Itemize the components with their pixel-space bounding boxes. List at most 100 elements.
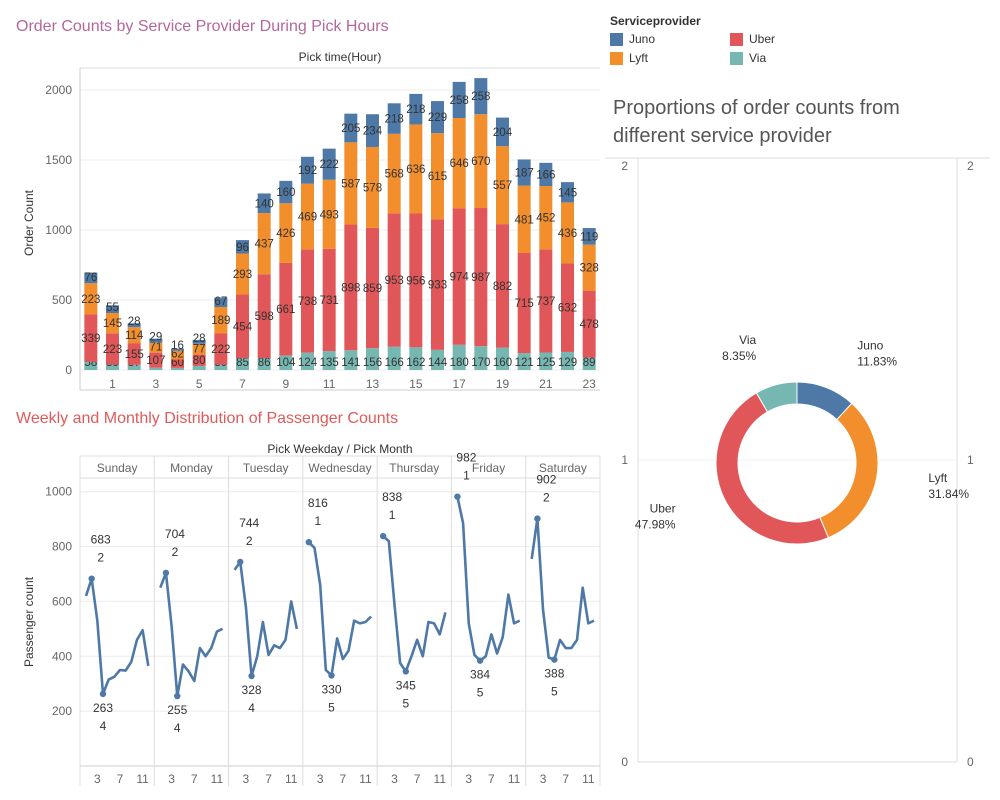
bar-segment-lyft (236, 253, 249, 295)
y-tick-label-left: 2 (621, 159, 628, 173)
y-axis-label: Order Count (22, 189, 36, 256)
x-tick-label: 11 (434, 772, 447, 786)
bar-data-label: 437 (255, 239, 274, 251)
panel-header-wednesday: Wednesday (308, 461, 371, 475)
bar-segment-via (496, 347, 509, 370)
bar-data-label: 731 (320, 295, 339, 307)
x-tick-label: 19 (496, 377, 510, 391)
bar-segment-lyft (561, 202, 574, 264)
legend-swatch-lyft (610, 51, 623, 65)
slice-label: Uber (650, 501, 676, 515)
bar-segment-uber (539, 249, 553, 353)
donut-slice-lyft (819, 402, 879, 539)
x-tick-label: 21 (539, 377, 553, 391)
bar-segment-uber (431, 219, 444, 350)
legend-label: Uber (749, 32, 776, 46)
bar-segment-via (127, 364, 141, 370)
bar-segment-juno (149, 338, 163, 343)
x-tick-label: 7 (117, 772, 124, 786)
bar-segment-via (387, 346, 401, 370)
legend-item-juno[interactable]: Juno (610, 32, 730, 46)
legend-item-uber[interactable]: Uber (730, 32, 850, 46)
x-tick-label: 3 (317, 772, 324, 786)
bar-segment-uber (192, 354, 206, 366)
y-tick-label: 600 (52, 594, 72, 608)
bar-data-label: 258 (450, 95, 469, 107)
bar-segment-lyft (431, 133, 444, 220)
series-line (159, 571, 224, 698)
series-line (84, 577, 150, 696)
y-tick-label: 1000 (45, 223, 72, 237)
x-tick-label: 7 (414, 772, 421, 786)
legend-swatch-juno (610, 32, 623, 46)
series-line (530, 517, 595, 661)
slice-percent: 11.83% (857, 355, 897, 369)
bar-data-label: 104 (276, 357, 296, 369)
annotation-month: 1 (315, 514, 322, 528)
annotation-point (99, 690, 107, 698)
bar-segment-via (452, 344, 466, 370)
bar-segment-lyft (582, 244, 596, 291)
bar-segment-lyft (149, 342, 163, 353)
legend-label: Juno (629, 32, 656, 46)
bar-segment-juno (301, 156, 314, 184)
bar-data-label: 162 (406, 357, 425, 369)
bar-segment-lyft (344, 142, 358, 225)
bar-segment-via (279, 355, 293, 370)
bar-data-label: 76 (84, 272, 97, 284)
bar-segment-juno (192, 339, 206, 344)
bar-data-label: 587 (341, 178, 360, 190)
bar-data-label: 578 (363, 182, 382, 194)
weekly-chart-title: Weekly and Monthly Distribution of Passe… (16, 410, 399, 427)
bar-data-label: 646 (450, 158, 469, 170)
bar-segment-uber (409, 213, 423, 348)
bar-segment-uber (84, 314, 98, 362)
bar-segment-lyft (106, 313, 119, 334)
bar-data-label: 557 (493, 180, 512, 192)
legend-item-lyft[interactable]: Lyft (610, 51, 730, 65)
y-tick-label-right: 2 (967, 159, 974, 173)
legend-swatch-uber (730, 32, 743, 46)
bar-segment-juno (106, 305, 119, 314)
bar-data-label: 71 (149, 342, 162, 354)
stacked-bar-chart: Pick time(Hour) 0 500 1000 1500 2000 Order Cou… (22, 50, 600, 391)
bar-segment-via (517, 353, 531, 370)
slice-label: Juno (857, 339, 883, 353)
y-tick-label: 800 (52, 540, 72, 554)
annotation-month: 2 (543, 491, 550, 505)
bar-data-label: 218 (385, 114, 404, 126)
bar-segment-via (539, 352, 553, 370)
bar-segment-juno (322, 148, 336, 180)
slice-percent: 47.98% (635, 517, 676, 531)
legend-item-via[interactable]: Via (730, 51, 850, 65)
annotation-month: 2 (246, 534, 253, 548)
bar-segment-juno (214, 297, 228, 307)
annotation-month: 5 (402, 696, 409, 710)
bar-segment-lyft (409, 124, 423, 214)
annotation-point (174, 692, 181, 700)
bar-segment-via (84, 361, 98, 370)
bar-segment-via (236, 358, 249, 370)
bar-data-label: 155 (125, 349, 144, 361)
bar-data-label: 670 (471, 156, 490, 168)
y-tick-label: 200 (52, 704, 72, 718)
bar-data-label: 204 (493, 127, 513, 139)
bar-data-label: 119 (580, 231, 598, 243)
bar-segment-uber (236, 294, 249, 359)
bar-data-label: 636 (406, 164, 425, 176)
bar-data-label: 160 (276, 187, 295, 199)
bar-data-label: 933 (428, 280, 447, 292)
bar-segment-lyft (84, 283, 98, 315)
bar-data-label: 478 (580, 319, 599, 331)
bar-data-label: 140 (255, 198, 274, 210)
bar-segment-via (409, 347, 423, 370)
bar-data-label: 156 (363, 357, 382, 369)
bar-data-label: 145 (558, 187, 577, 199)
bar-segment-via (431, 349, 444, 370)
bar-segment-juno (409, 93, 423, 125)
bar-segment-uber (257, 274, 271, 358)
slice-label: Via (739, 333, 756, 347)
panel-header-tuesday: Tuesday (243, 461, 289, 475)
annotation-point (551, 656, 558, 663)
annotation-point (476, 657, 484, 664)
